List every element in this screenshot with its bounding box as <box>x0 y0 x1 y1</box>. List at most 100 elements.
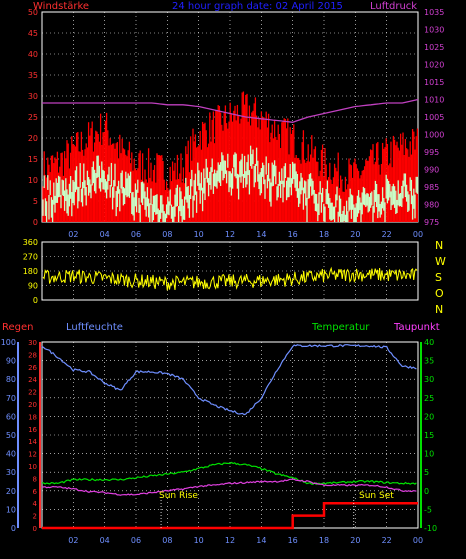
wind-xtick-02: 02 <box>68 230 78 239</box>
rain-ytick-24: 24 <box>28 376 37 384</box>
dir-ytick-270: 270 <box>23 253 38 262</box>
rain-ytick-6: 6 <box>33 488 38 496</box>
direction-line <box>42 266 418 291</box>
dir-ytick-180: 180 <box>23 267 38 276</box>
pressure-ytick-1005: 1005 <box>424 113 444 122</box>
rain-ytick-14: 14 <box>28 438 37 446</box>
rain-ytick-28: 28 <box>28 351 37 359</box>
wind-xtick-06: 06 <box>131 230 141 239</box>
dir-ytick-90: 90 <box>28 282 38 291</box>
rain-ytick-12: 12 <box>28 451 37 459</box>
temp-ytick-35: 35 <box>424 357 434 366</box>
pressure-ytick-980: 980 <box>424 201 439 210</box>
humidity-ytick-50: 50 <box>6 431 16 440</box>
pressure-ytick-1015: 1015 <box>424 78 444 87</box>
dir-letter-w: W <box>435 255 446 268</box>
pressure-ytick-1000: 1000 <box>424 131 444 140</box>
climate-xtick-22: 22 <box>382 536 392 545</box>
wind-ytick-0: 0 <box>33 218 38 227</box>
rain-ytick-20: 20 <box>28 401 37 409</box>
rain-ytick-4: 4 <box>33 500 38 508</box>
humidity-ytick-70: 70 <box>6 394 16 403</box>
rain-ytick-0: 0 <box>33 525 37 533</box>
wind-ytick-30: 30 <box>28 92 38 101</box>
wind-ytick-20: 20 <box>28 134 38 143</box>
pressure-ytick-995: 995 <box>424 148 439 157</box>
humidity-ytick-90: 90 <box>6 357 16 366</box>
climate-xtick-08: 08 <box>162 536 172 545</box>
climate-xtick-12: 12 <box>225 536 235 545</box>
rain-title: Regen <box>2 322 34 333</box>
rain-ytick-22: 22 <box>28 389 37 397</box>
pressure-ytick-990: 990 <box>424 166 439 175</box>
wind-ytick-45: 45 <box>28 29 38 38</box>
pressure-ytick-985: 985 <box>424 183 439 192</box>
wind-ytick-25: 25 <box>28 113 38 122</box>
wind-xtick-18: 18 <box>319 230 329 239</box>
climate-xtick-00: 00 <box>413 536 423 545</box>
wind-xtick-04: 04 <box>100 230 110 239</box>
wind-xtick-20: 20 <box>350 230 360 239</box>
sunset-label: Sun Set <box>359 491 394 501</box>
dewpoint-title: Taupunkt <box>394 322 440 333</box>
pressure-ytick-975: 975 <box>424 218 439 227</box>
humidity-ytick-10: 10 <box>6 505 16 514</box>
dir-ytick-360: 360 <box>23 238 38 247</box>
climate-xtick-04: 04 <box>100 536 110 545</box>
humidity-ytick-30: 30 <box>6 468 16 477</box>
temperature-title: Temperatur <box>312 322 370 333</box>
climate-xtick-20: 20 <box>350 536 360 545</box>
wind-xtick-00: 00 <box>413 230 423 239</box>
rain-ytick-18: 18 <box>28 413 37 421</box>
humidity-ytick-100: 100 <box>1 338 16 347</box>
dir-letter-n2: N <box>435 303 444 316</box>
wind-xtick-12: 12 <box>225 230 235 239</box>
dir-letter-s: S <box>435 271 442 284</box>
pressure-line <box>42 98 419 123</box>
climate-xtick-16: 16 <box>288 536 298 545</box>
wind-ytick-15: 15 <box>28 155 38 164</box>
pressure-ytick-1030: 1030 <box>424 26 444 35</box>
wind-ytick-35: 35 <box>28 71 38 80</box>
wind-ytick-40: 40 <box>28 50 38 59</box>
rain-ytick-10: 10 <box>28 463 37 471</box>
temp-ytick-40: 40 <box>424 338 434 347</box>
sunrise-label: Sun Rise <box>159 491 198 501</box>
pressure-title: Luftdruck <box>370 1 418 12</box>
rain-ytick-26: 26 <box>28 364 37 372</box>
dir-letter-n1: N <box>435 239 444 252</box>
temp-ytick-20: 20 <box>424 412 434 421</box>
chart-date-title: 24 hour graph date: 02 April 2015 <box>172 1 343 12</box>
wind-xtick-22: 22 <box>382 230 392 239</box>
humidity-line <box>41 344 417 416</box>
climate-xtick-02: 02 <box>68 536 78 545</box>
pressure-ytick-1010: 1010 <box>424 96 444 105</box>
wind-xtick-08: 08 <box>162 230 172 239</box>
temp-ytick-15: 15 <box>424 431 434 440</box>
humidity-title: Luftfeuchte <box>66 322 123 333</box>
climate-xtick-06: 06 <box>131 536 141 545</box>
humidity-ytick-0: 0 <box>11 524 16 533</box>
temp-ytick-0: 0 <box>424 487 429 496</box>
wind-xtick-10: 10 <box>194 230 204 239</box>
temp-ytick--10: -10 <box>424 524 437 533</box>
temp-ytick--5: -5 <box>424 505 432 514</box>
wind-xtick-16: 16 <box>288 230 298 239</box>
pressure-ytick-1025: 1025 <box>424 43 444 52</box>
rain-ytick-8: 8 <box>33 475 37 483</box>
temp-ytick-10: 10 <box>424 450 434 459</box>
pressure-ytick-1035: 1035 <box>424 8 444 17</box>
temp-ytick-30: 30 <box>424 375 434 384</box>
wind-speed-title: Windstärke <box>33 1 90 12</box>
climate-xtick-14: 14 <box>256 536 266 545</box>
humidity-ytick-40: 40 <box>6 450 16 459</box>
climate-xtick-18: 18 <box>319 536 329 545</box>
dir-ytick-0: 0 <box>33 296 38 305</box>
climate-xtick-10: 10 <box>194 536 204 545</box>
rain-line <box>42 501 418 530</box>
wind-xtick-14: 14 <box>256 230 266 239</box>
rain-ytick-2: 2 <box>33 513 37 521</box>
dir-letter-o: O <box>435 287 444 300</box>
